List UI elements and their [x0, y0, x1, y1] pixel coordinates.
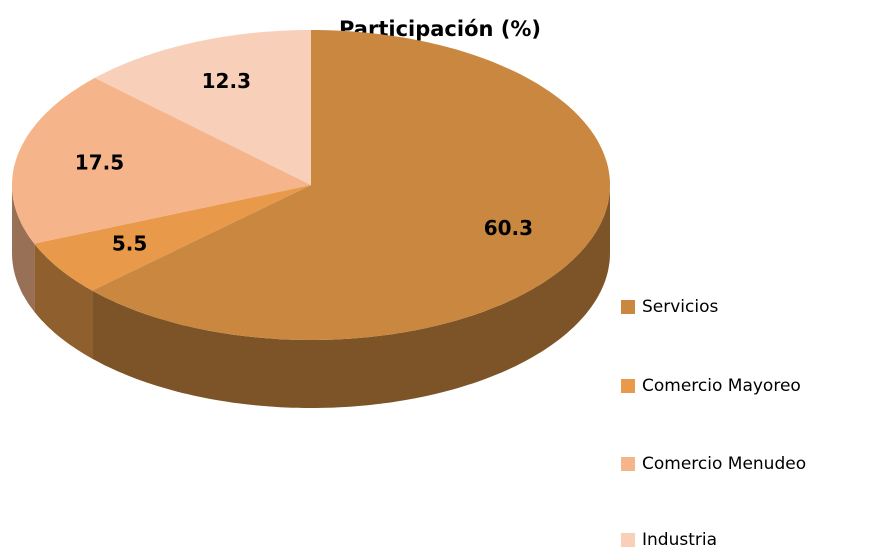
legend-swatch — [621, 533, 635, 547]
value-label: 60.3 — [484, 216, 533, 240]
slice — [94, 30, 311, 185]
legend-swatch — [621, 457, 635, 471]
slice — [92, 30, 611, 340]
slice — [12, 77, 311, 244]
legend-swatch — [621, 300, 635, 314]
value-label: 12.3 — [202, 69, 251, 93]
slice-side — [12, 185, 35, 312]
slice-side — [34, 243, 93, 359]
legend-label: Servicios — [642, 297, 718, 317]
value-label: 5.5 — [112, 232, 147, 256]
value-label: 17.5 — [75, 151, 124, 175]
slice — [34, 185, 311, 291]
legend-label: Comercio Mayoreo — [642, 376, 801, 396]
slice-side — [92, 185, 611, 408]
legend-label: Industria — [642, 530, 717, 550]
legend-label: Comercio Menudeo — [642, 454, 806, 474]
legend-swatch — [621, 379, 635, 393]
